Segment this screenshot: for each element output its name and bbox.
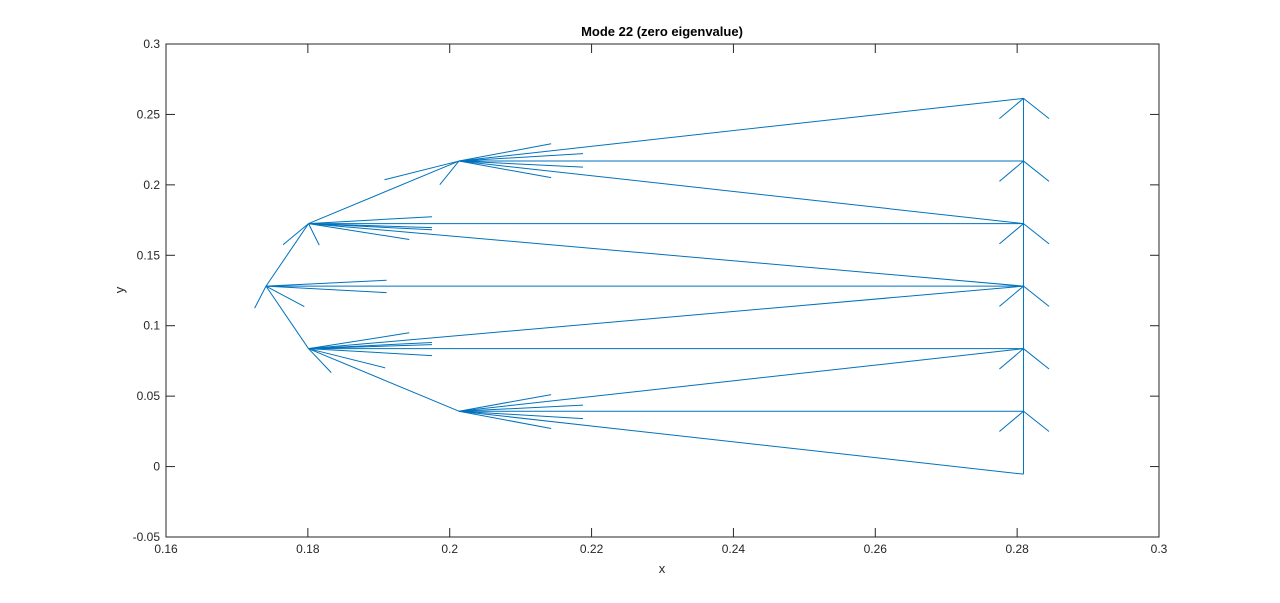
- mode-segment: [1023, 410, 1050, 432]
- mode-shape-lines: [254, 97, 1050, 475]
- mode-segment: [308, 344, 432, 350]
- mode-segment: [308, 223, 433, 231]
- mode-segment: [458, 160, 584, 168]
- mode-segment: [308, 285, 1024, 350]
- x-tick-label: 0.22: [580, 542, 604, 556]
- x-tick-label: 0.24: [722, 542, 746, 556]
- y-tick-label: -0.05: [133, 530, 161, 544]
- x-tick-label: 0.16: [154, 542, 178, 556]
- y-tick-label: 0.1: [143, 319, 160, 333]
- axes-box: [165, 43, 1160, 538]
- mode-segment: [308, 332, 410, 350]
- mode-segment: [999, 410, 1024, 432]
- x-tick-label: 0.18: [296, 542, 320, 556]
- y-tick-label: 0: [153, 460, 160, 474]
- mode-segment: [308, 160, 460, 225]
- x-axis-label: x: [659, 561, 666, 576]
- mode-segment: [254, 285, 267, 309]
- mode-segment: [308, 223, 320, 246]
- mode-segment: [999, 160, 1024, 182]
- mode-segment: [1023, 285, 1050, 307]
- x-tick-label: 0.3: [1151, 542, 1168, 556]
- mode-segment: [1023, 97, 1050, 120]
- mode-segment: [458, 410, 1024, 475]
- x-tick-labels: 0.16 0.18 0.2 0.22 0.24 0.26 0.28 0.3: [154, 542, 1167, 556]
- mode-segment: [265, 279, 387, 287]
- mode-segment: [999, 223, 1024, 245]
- mode-segment: [1023, 160, 1050, 182]
- y-tick-labels: -0.05 0 0.05 0.1 0.15 0.2 0.25 0.3: [133, 37, 161, 544]
- mode-segment: [458, 348, 1024, 412]
- x-tick-label: 0.28: [1005, 542, 1029, 556]
- mode-segment: [458, 160, 552, 179]
- mode-segment: [308, 216, 433, 225]
- mode-segment: [458, 143, 552, 162]
- mode-segment: [458, 160, 1024, 225]
- y-tick-label: 0.2: [143, 178, 160, 192]
- chart-title: Mode 22 (zero eigenvalue): [581, 24, 743, 39]
- x-tick-label: 0.26: [864, 542, 888, 556]
- mode-segment: [308, 348, 386, 369]
- mode-segment: [308, 223, 1024, 287]
- mode-segment: [1023, 223, 1050, 245]
- mode-segment: [999, 348, 1024, 370]
- y-tick-label: 0.25: [137, 107, 161, 121]
- mode-segment: [999, 285, 1024, 307]
- mode-segment: [308, 348, 460, 412]
- mode-segment: [458, 394, 552, 412]
- y-tick-label: 0.15: [137, 248, 161, 262]
- y-tick-label: 0.3: [143, 37, 160, 51]
- mode-segment: [999, 97, 1024, 120]
- mode-segment: [439, 160, 460, 186]
- mode-segment: [458, 97, 1024, 162]
- mode-segment: [265, 285, 387, 294]
- mode-segment: [265, 285, 309, 349]
- mode-segment: [1023, 348, 1050, 370]
- x-tick-label: 0.2: [441, 542, 458, 556]
- mode-segment: [458, 410, 584, 420]
- y-axis-label: y: [112, 286, 127, 293]
- mode-segment: [458, 410, 552, 430]
- mode-segment: [308, 223, 410, 241]
- mode-segment: [458, 404, 584, 412]
- mode-segment: [308, 348, 433, 357]
- mode-segment: [458, 153, 584, 162]
- mode-segment: [265, 285, 305, 307]
- y-tick-label: 0.05: [137, 389, 161, 403]
- mode-segment: [282, 223, 309, 246]
- mode-segment: [308, 348, 332, 373]
- mode-segment: [384, 160, 460, 181]
- mode-segment: [265, 223, 309, 287]
